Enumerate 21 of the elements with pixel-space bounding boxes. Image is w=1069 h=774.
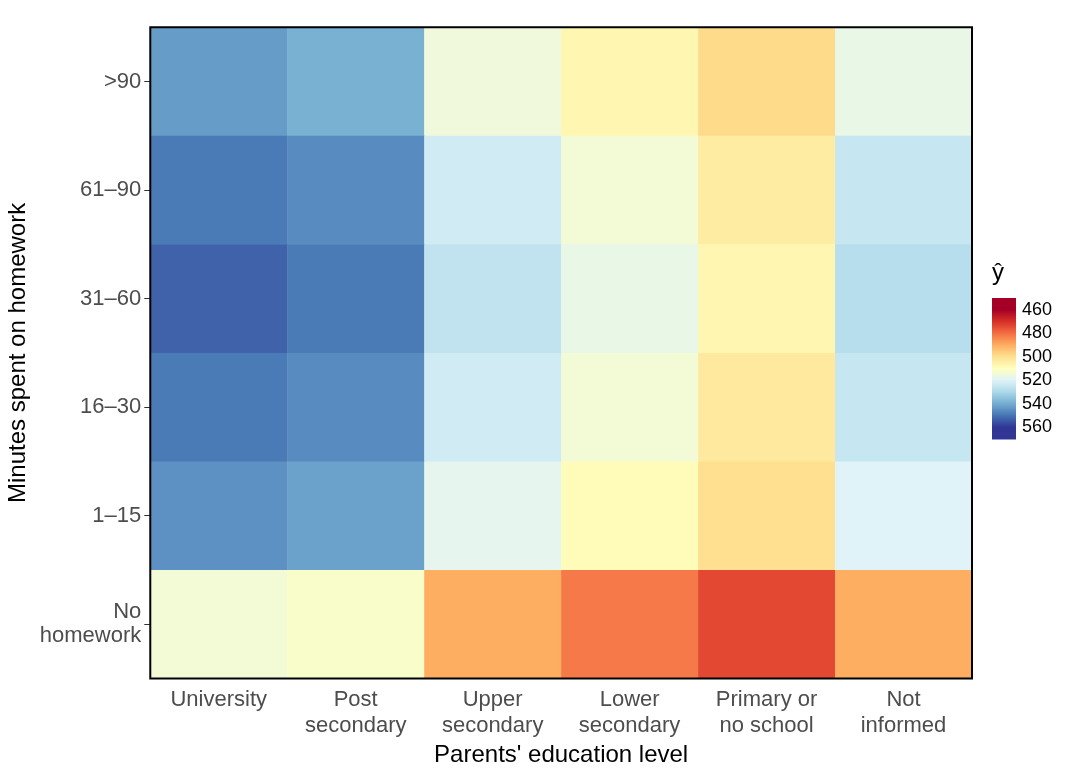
y-tick-label: 31–60 bbox=[80, 284, 142, 310]
color-bar-label: 560 bbox=[1022, 416, 1053, 437]
color-bar-label: 520 bbox=[1022, 369, 1053, 390]
y-tick-label: 1–15 bbox=[92, 501, 142, 527]
x-tick-label: Upper secondary bbox=[441, 686, 544, 737]
y-tick-label: No homework bbox=[39, 598, 143, 648]
x-axis-title: Parents' education level bbox=[434, 740, 689, 768]
x-tick-label: Not informed bbox=[860, 686, 947, 737]
y-tick-label: 61–90 bbox=[80, 176, 142, 202]
color-bar-label: 540 bbox=[1022, 392, 1053, 413]
color-bar-label: 500 bbox=[1022, 345, 1053, 366]
y-tick-label: >90 bbox=[103, 67, 142, 93]
x-tick-label: University bbox=[170, 686, 268, 712]
x-tick-label: Primary or no school bbox=[715, 686, 818, 737]
x-tick-label: Post secondary bbox=[304, 686, 407, 737]
y-tick-label: 16–30 bbox=[80, 393, 142, 419]
x-tick-label: Lower secondary bbox=[578, 686, 681, 737]
color-bar-title: ŷ bbox=[992, 258, 1004, 285]
color-bar-label: 460 bbox=[1022, 298, 1053, 319]
y-axis-title: Minutes spent on homework bbox=[3, 201, 31, 503]
color-bar-label: 480 bbox=[1022, 322, 1053, 343]
